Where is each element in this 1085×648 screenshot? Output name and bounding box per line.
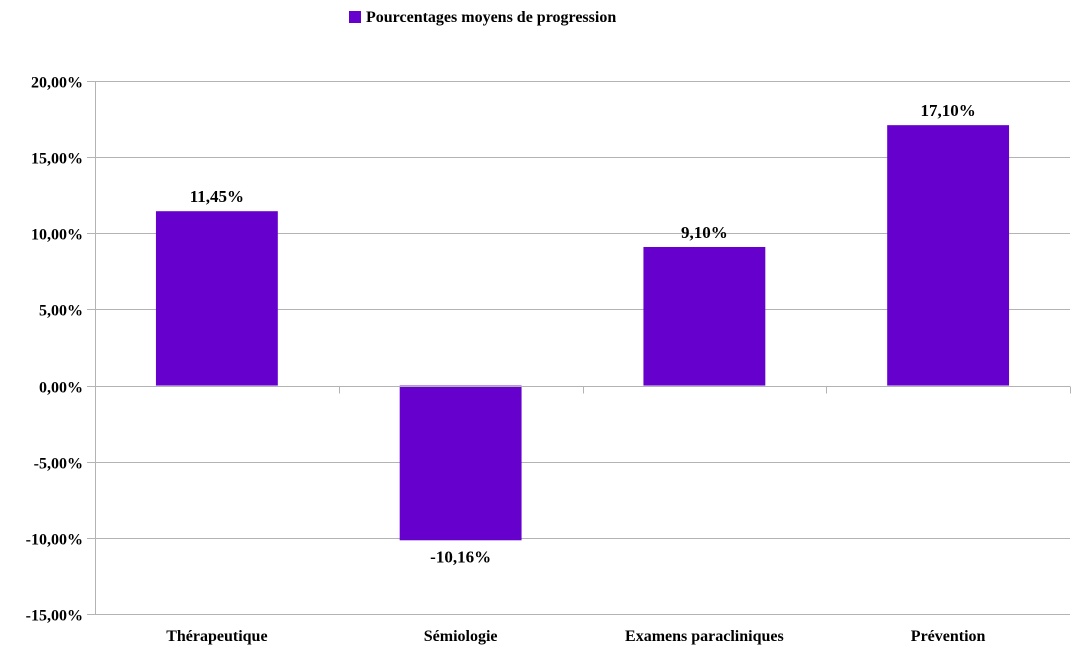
data-label: 11,45%	[190, 187, 244, 206]
category-label: Thérapeutique	[166, 628, 267, 645]
legend: Pourcentages moyens de progression	[349, 9, 616, 26]
y-tick-label: -5,00%	[34, 456, 83, 473]
y-tick-label: 0,00%	[39, 380, 83, 397]
y-tick-label: 20,00%	[31, 75, 83, 92]
category-label: Prévention	[911, 628, 986, 645]
axes	[95, 81, 1070, 614]
y-axis-ticks: 20,00% 15,00% 10,00% 5,00% 0,00% -5,00% -10,00…	[26, 75, 95, 625]
y-tick-label: 10,00%	[31, 227, 83, 244]
y-tick-label: 5,00%	[39, 303, 83, 320]
category-label: Examens paracliniques	[625, 628, 784, 645]
data-labels: 11,45% -10,16% 9,10% 17,10%	[190, 101, 976, 566]
data-label: 9,10%	[681, 223, 728, 242]
category-labels: Thérapeutique Sémiologie Examens paraclini…	[166, 628, 985, 645]
data-label: 17,10%	[921, 101, 976, 120]
y-tick-label: -10,00%	[26, 532, 83, 549]
x-axis-ticks	[95, 386, 1071, 394]
bar	[887, 125, 1010, 386]
bar	[155, 211, 278, 386]
y-tick-label: 15,00%	[31, 151, 83, 168]
y-tick-label: -15,00%	[26, 608, 83, 625]
bars	[155, 125, 1010, 541]
bar	[643, 246, 766, 386]
legend-swatch	[349, 11, 361, 23]
data-label: -10,16%	[430, 547, 491, 566]
legend-label: Pourcentages moyens de progression	[366, 9, 616, 26]
bar	[399, 385, 522, 541]
category-label: Sémiologie	[424, 628, 498, 645]
